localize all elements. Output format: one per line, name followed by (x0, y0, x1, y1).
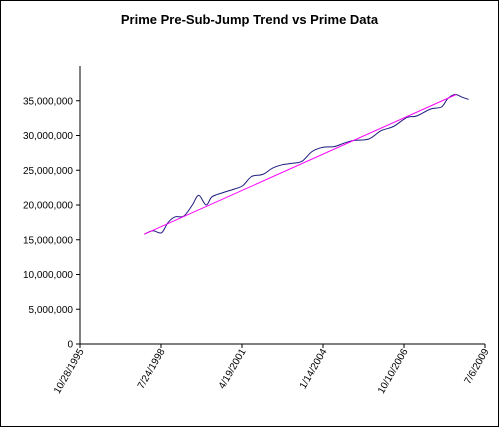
series-group (144, 93, 469, 235)
y-tick-label: 20,000,000 (23, 201, 73, 212)
y-tick-label: 35,000,000 (23, 96, 73, 107)
x-tick-label: 10/28/1995 (52, 347, 87, 396)
y-axis-ticks: 0 5,000,000 10,000,000 15,000,000 20,000,000… (23, 96, 80, 351)
y-tick-label: 15,000,000 (23, 235, 73, 246)
series-line-prime-data (144, 93, 469, 235)
y-tick-label: 30,000,000 (23, 131, 73, 142)
x-tick-label: 1/14/2004 (298, 347, 330, 391)
x-tick-label: 4/19/2001 (217, 347, 249, 391)
series-line-trend (144, 94, 457, 235)
chart-title: Prime Pre-Sub-Jump Trend vs Prime Data (120, 12, 379, 27)
y-tick-label: 0 (67, 340, 73, 351)
x-axis-ticks: 10/28/1995 7/24/1998 4/19/2001 1/14/2004 10/… (52, 344, 492, 396)
y-tick-label: 25,000,000 (23, 166, 73, 177)
axes (79, 66, 485, 345)
y-tick-label: 5,000,000 (29, 305, 74, 316)
x-tick-label: 7/6/2009 (463, 347, 492, 387)
x-tick-label: 7/24/1998 (136, 347, 168, 391)
x-tick-label: 10/10/2006 (376, 347, 411, 396)
y-tick-label: 10,000,000 (23, 270, 73, 281)
